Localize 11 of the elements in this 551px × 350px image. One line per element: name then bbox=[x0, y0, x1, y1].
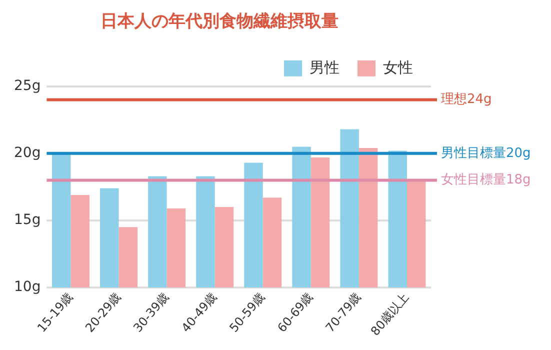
ref-line-label: 理想24g bbox=[441, 92, 492, 108]
chart-title: 日本人の年代別食物繊維摂取量 bbox=[100, 12, 338, 32]
x-tick-label: 80歳以上 bbox=[368, 290, 412, 338]
y-tick-label: 20g bbox=[14, 145, 41, 162]
legend-label: 女性 bbox=[383, 58, 413, 76]
y-tick-label: 10g bbox=[14, 279, 41, 296]
ref-line-label: 男性目標量20g bbox=[441, 146, 531, 161]
y-tick-label: 25g bbox=[14, 78, 41, 94]
ref-line-label: 女性目標量18g bbox=[441, 172, 531, 188]
y-tick-label: 15g bbox=[14, 212, 41, 228]
legend-label: 男性 bbox=[310, 58, 340, 76]
